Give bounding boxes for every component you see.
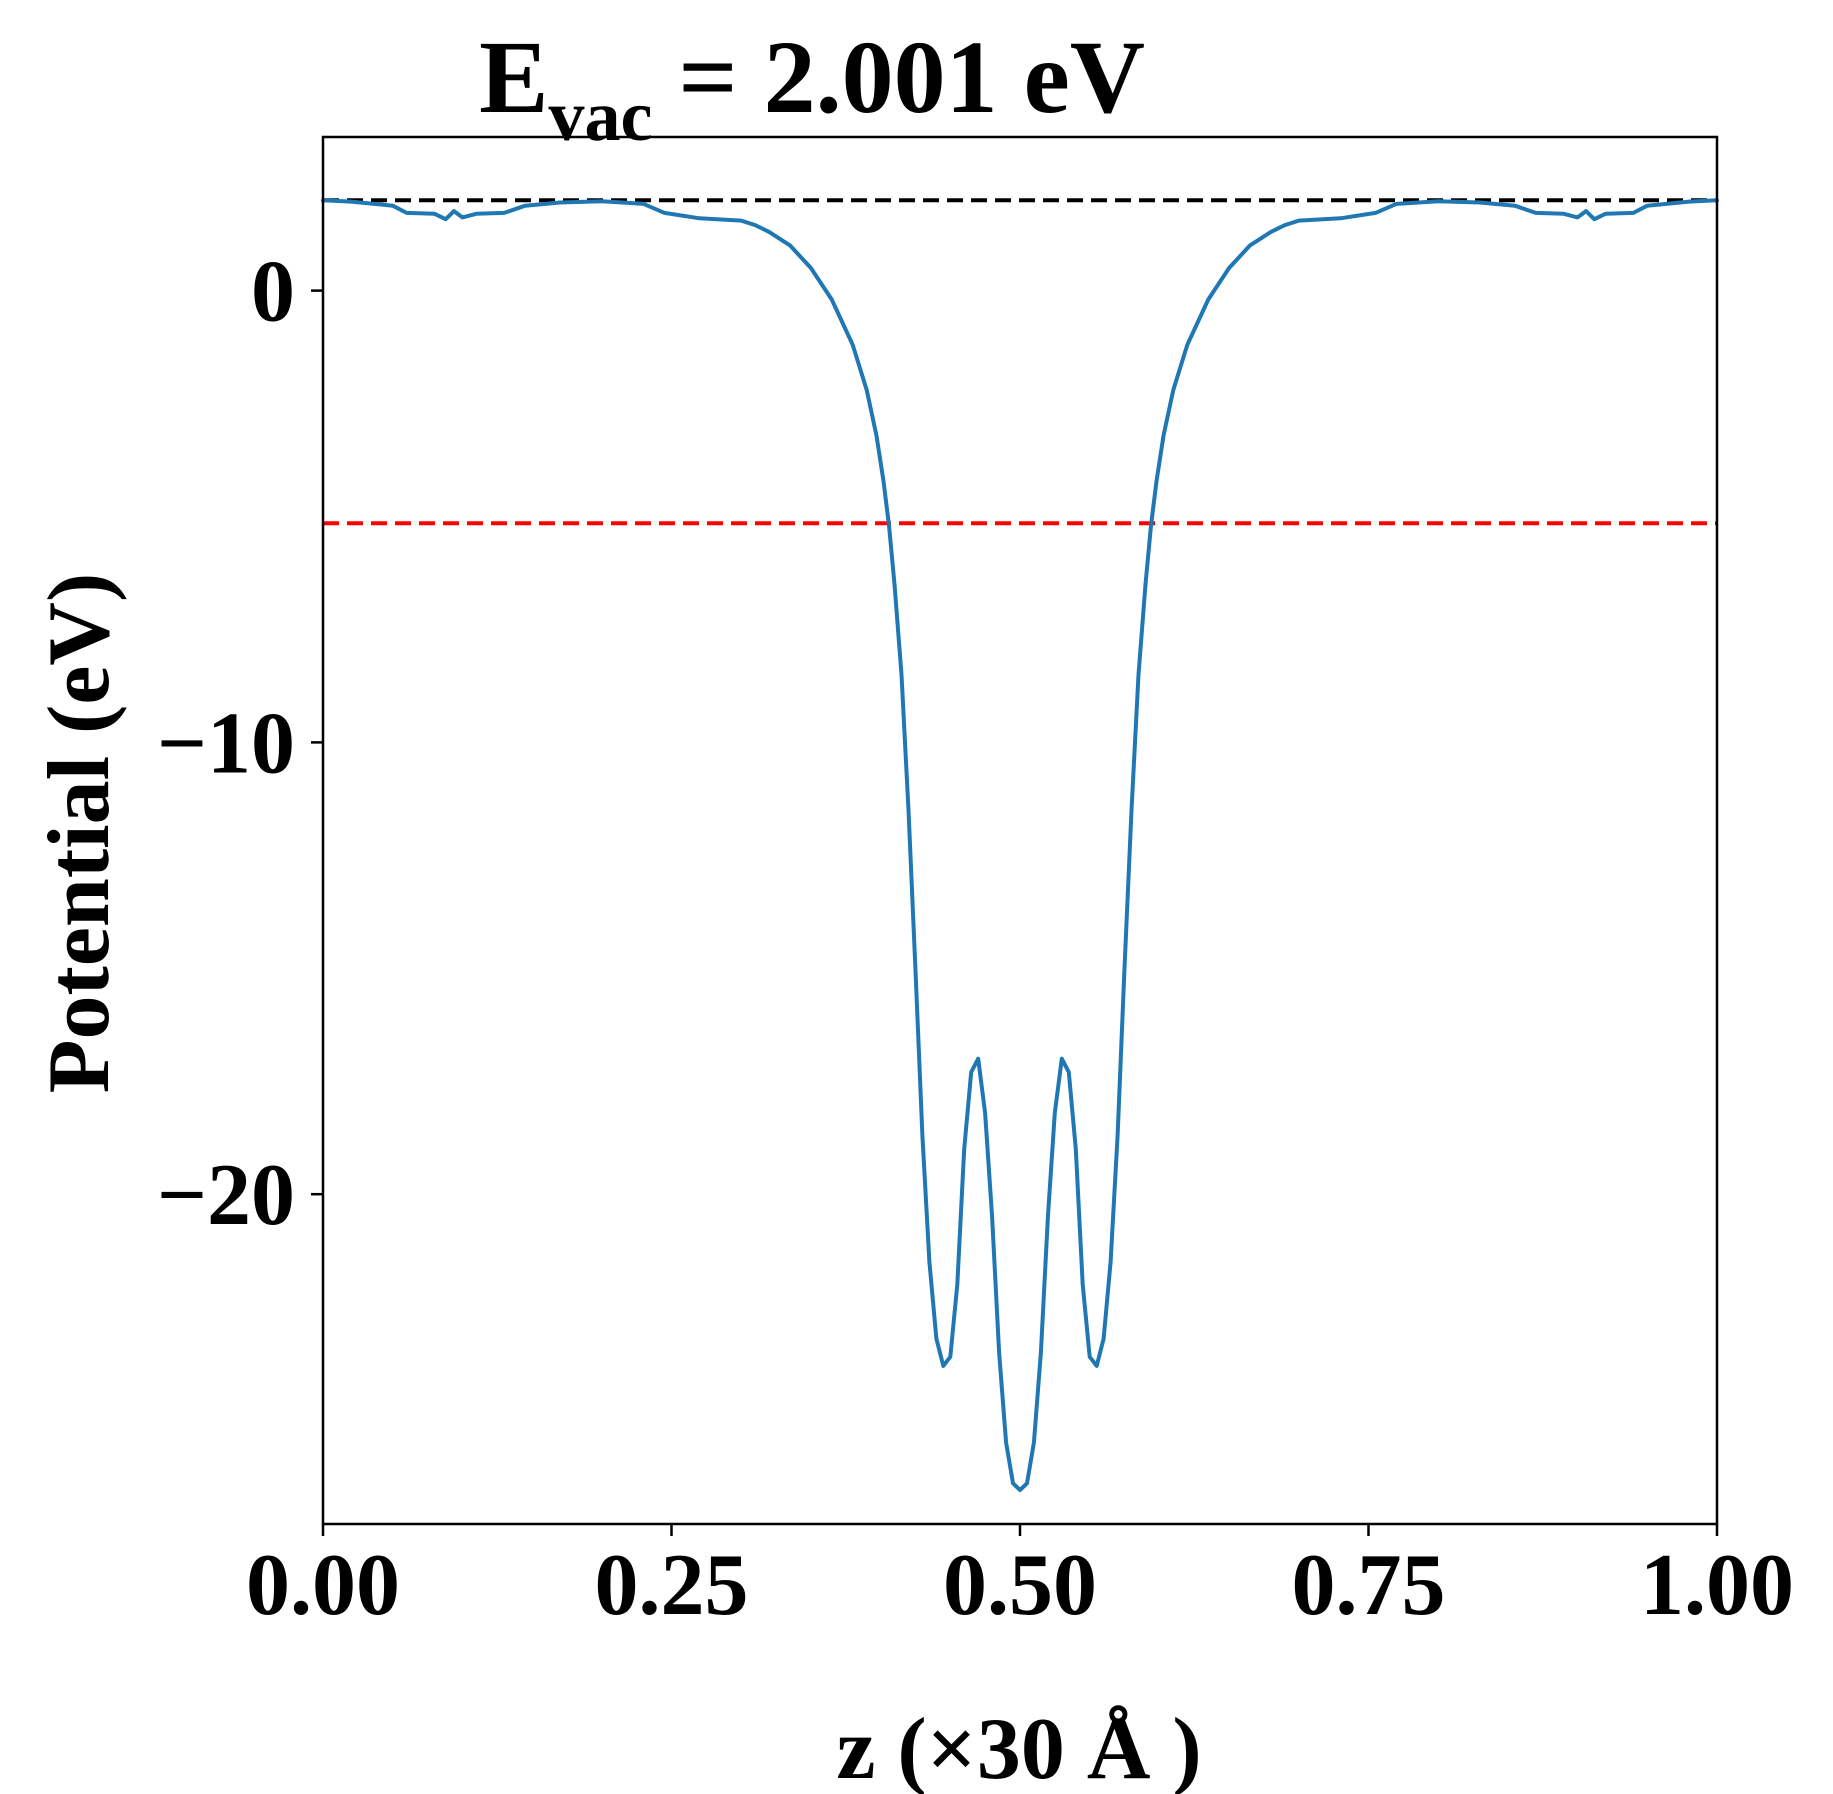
y-tick-label-2: −20 xyxy=(157,1147,295,1244)
axes-frame xyxy=(321,135,1719,1526)
x-axis-label: z (×30 Å ) xyxy=(836,1701,1201,1794)
x-tick-label-0: 0.00 xyxy=(246,1537,400,1634)
reference-lines xyxy=(323,198,1717,526)
y-tick-label-0: 0 xyxy=(251,244,295,341)
chart-title-main: E xyxy=(479,20,548,135)
chart-title: Evac = 2.001 eV xyxy=(479,20,1145,156)
chart-title-rest: = 2.001 eV xyxy=(652,20,1145,135)
y-axis-ticks: 0 −10 −20 xyxy=(157,244,323,1244)
x-tick-label-1: 0.25 xyxy=(595,1537,749,1634)
x-tick-label-4: 1.00 xyxy=(1640,1537,1794,1634)
x-tick-label-2: 0.50 xyxy=(943,1537,1097,1634)
x-tick-label-3: 0.75 xyxy=(1292,1537,1446,1634)
y-tick-label-1: −10 xyxy=(157,695,295,792)
plot-area: 0.00 0.25 0.50 0.75 1.00 0 −10 −20 xyxy=(157,135,1794,1634)
potential-series-line xyxy=(321,198,1719,1493)
y-axis-label: Potential (eV) xyxy=(31,573,128,1093)
chart-title-subscript: vac xyxy=(548,76,652,156)
x-axis-ticks: 0.00 0.25 0.50 0.75 1.00 xyxy=(246,1524,1794,1634)
